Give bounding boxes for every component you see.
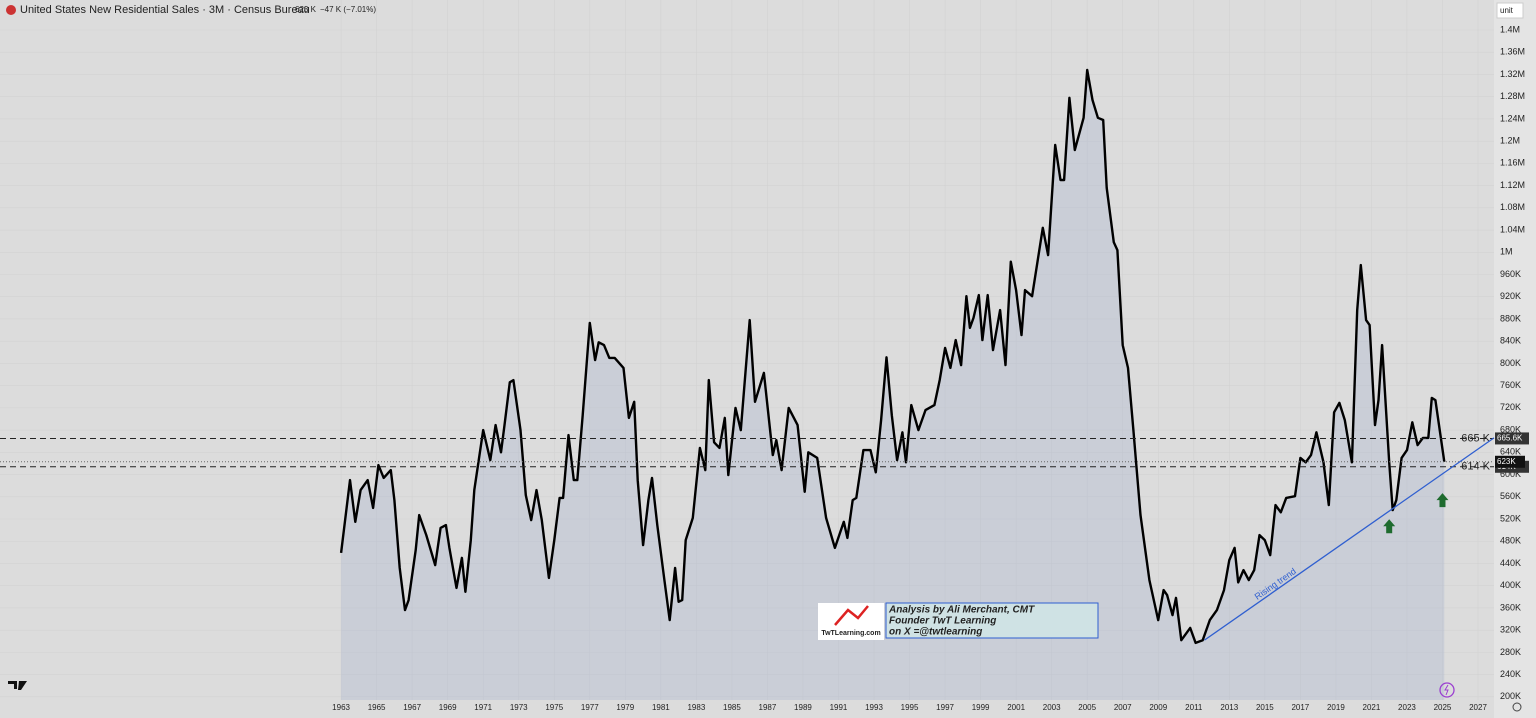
y-tick-label: 1.08M bbox=[1500, 202, 1525, 212]
x-tick-label: 1981 bbox=[652, 703, 670, 712]
x-tick-label: 2021 bbox=[1363, 703, 1381, 712]
x-tick-label: 1995 bbox=[901, 703, 919, 712]
trend-line bbox=[1204, 437, 1495, 641]
x-tick-label: 1967 bbox=[403, 703, 421, 712]
x-tick-label: 2003 bbox=[1043, 703, 1061, 712]
y-tick-label: 1.28M bbox=[1500, 91, 1525, 101]
y-tick-label: 800K bbox=[1500, 358, 1521, 368]
y-tick-label: 760K bbox=[1500, 380, 1521, 390]
x-tick-label: 1997 bbox=[936, 703, 954, 712]
y-tick-label: 920K bbox=[1500, 291, 1521, 301]
y-tick-label: 480K bbox=[1500, 536, 1521, 546]
y-tick-label: 1.12M bbox=[1500, 180, 1525, 190]
x-tick-label: 1965 bbox=[368, 703, 386, 712]
series-line bbox=[339, 68, 1446, 645]
flash-bolt bbox=[1444, 684, 1449, 696]
y-tick-label: 280K bbox=[1500, 647, 1521, 657]
x-tick-label: 2017 bbox=[1291, 703, 1309, 712]
y-tick-label: 1.04M bbox=[1500, 224, 1525, 234]
x-tick-label: 2027 bbox=[1469, 703, 1487, 712]
tv-logo bbox=[8, 681, 27, 690]
x-tick-label: 1999 bbox=[972, 703, 990, 712]
price-tag bbox=[1495, 455, 1525, 468]
x-tick-label: 1983 bbox=[687, 703, 705, 712]
header-change: −47 K (−7.01%) bbox=[320, 5, 376, 14]
y-tick-label: 240K bbox=[1500, 669, 1521, 679]
note-box bbox=[885, 602, 1099, 639]
price-tag bbox=[1495, 432, 1529, 445]
y-tick-label: 1.32M bbox=[1500, 69, 1525, 79]
x-tick-label: 2023 bbox=[1398, 703, 1416, 712]
y-tick-label: 320K bbox=[1500, 625, 1521, 635]
x-tick-label: 2005 bbox=[1078, 703, 1096, 712]
x-tick-label: 2015 bbox=[1256, 703, 1274, 712]
x-tick-label: 2025 bbox=[1434, 703, 1452, 712]
x-tick-label: 2007 bbox=[1114, 703, 1132, 712]
level-label: 665 K bbox=[1461, 432, 1490, 444]
area bbox=[341, 70, 1445, 700]
y-tick-label: 200K bbox=[1500, 691, 1521, 701]
x-tick-label: 1975 bbox=[545, 703, 563, 712]
logo-box bbox=[818, 603, 884, 640]
logo-graph bbox=[834, 605, 869, 626]
axis-panel bbox=[1494, 0, 1536, 718]
x-tick-label: 2019 bbox=[1327, 703, 1345, 712]
y-tick-label: 680K bbox=[1500, 424, 1521, 434]
y-tick-label: 1.16M bbox=[1500, 158, 1525, 168]
y-tick-label: 600K bbox=[1500, 469, 1521, 479]
x-tick-label: 1987 bbox=[759, 703, 777, 712]
y-tick-label: 520K bbox=[1500, 513, 1521, 523]
y-tick-label: 1M bbox=[1500, 247, 1513, 257]
up-arrow bbox=[1383, 519, 1396, 534]
x-tick-label: 1989 bbox=[794, 703, 812, 712]
x-tick-label: 2013 bbox=[1220, 703, 1238, 712]
y-tick-label: 640K bbox=[1500, 447, 1521, 457]
x-tick-label: 1973 bbox=[510, 703, 528, 712]
y-tick-label: 720K bbox=[1500, 402, 1521, 412]
note-line: on X =@twtlearning bbox=[889, 627, 982, 638]
y-tick-label: 1.4M bbox=[1500, 24, 1520, 34]
up-arrow bbox=[1436, 493, 1449, 508]
settings-icon[interactable] bbox=[1512, 702, 1522, 712]
x-tick-label: 2001 bbox=[1007, 703, 1025, 712]
x-tick-label: 2011 bbox=[1185, 703, 1203, 712]
x-tick-label: 2009 bbox=[1149, 703, 1167, 712]
y-tick-label: 960K bbox=[1500, 269, 1521, 279]
flash-icon[interactable] bbox=[1439, 682, 1455, 698]
y-tick-label: 360K bbox=[1500, 602, 1521, 612]
logo-text: TwTLearning.com bbox=[821, 630, 880, 637]
x-tick-label: 1963 bbox=[332, 703, 350, 712]
x-tick-label: 1993 bbox=[865, 703, 883, 712]
x-tick-label: 1979 bbox=[616, 703, 634, 712]
y-tick-label: 1.36M bbox=[1500, 47, 1525, 57]
header-title: United States New Residential Sales · 3M… bbox=[20, 4, 310, 16]
price-tag-label: 623K bbox=[1497, 457, 1516, 466]
level-label: 614 K bbox=[1461, 461, 1490, 473]
x-tick-label: 1969 bbox=[439, 703, 457, 712]
x-tick-label: 1977 bbox=[581, 703, 599, 712]
y-tick-label: 880K bbox=[1500, 313, 1521, 323]
header-last: 623 K bbox=[295, 5, 317, 14]
x-tick-label: 1985 bbox=[723, 703, 741, 712]
x-tick-label: 1991 bbox=[830, 703, 848, 712]
y-tick-label: 1.24M bbox=[1500, 113, 1525, 123]
flag-icon bbox=[6, 5, 16, 15]
note-line: Founder TwT Learning bbox=[889, 616, 996, 627]
note-line: Analysis by Ali Merchant, CMT bbox=[888, 605, 1035, 616]
x-tick-label: 1971 bbox=[474, 703, 492, 712]
y-tick-label: 440K bbox=[1500, 558, 1521, 568]
unit-button[interactable] bbox=[1496, 2, 1524, 19]
y-tick-label: 1.2M bbox=[1500, 136, 1520, 146]
y-tick-label: 840K bbox=[1500, 336, 1521, 346]
unit-label[interactable]: unit bbox=[1500, 6, 1514, 15]
price-tag-label: 665.6K bbox=[1497, 434, 1523, 443]
y-tick-label: 560K bbox=[1500, 491, 1521, 501]
y-tick-label: 400K bbox=[1500, 580, 1521, 590]
